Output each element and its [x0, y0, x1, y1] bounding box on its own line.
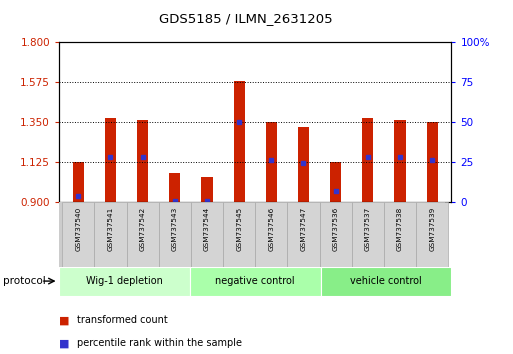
Bar — [266, 122, 277, 202]
Bar — [201, 177, 212, 202]
Bar — [362, 118, 373, 202]
Bar — [426, 122, 438, 202]
Bar — [137, 120, 148, 202]
Text: percentile rank within the sample: percentile rank within the sample — [77, 338, 242, 348]
Bar — [384, 202, 416, 267]
Text: GSM737545: GSM737545 — [236, 206, 242, 251]
Text: Wig-1 depletion: Wig-1 depletion — [86, 276, 163, 286]
Text: ■: ■ — [59, 315, 69, 325]
Text: GDS5185 / ILMN_2631205: GDS5185 / ILMN_2631205 — [160, 12, 333, 25]
Text: vehicle control: vehicle control — [350, 276, 422, 286]
Bar — [105, 118, 116, 202]
Bar — [62, 202, 94, 267]
Bar — [321, 267, 451, 296]
Bar — [59, 267, 190, 296]
Bar — [298, 127, 309, 202]
Text: GSM737541: GSM737541 — [107, 206, 113, 251]
Text: GSM737540: GSM737540 — [75, 206, 81, 251]
Text: transformed count: transformed count — [77, 315, 168, 325]
Text: negative control: negative control — [215, 276, 295, 286]
Bar — [127, 202, 159, 267]
Text: GSM737537: GSM737537 — [365, 206, 371, 251]
Bar — [190, 267, 321, 296]
Bar — [287, 202, 320, 267]
Text: GSM737546: GSM737546 — [268, 206, 274, 251]
Bar — [94, 202, 127, 267]
Bar — [223, 202, 255, 267]
Text: GSM737536: GSM737536 — [332, 206, 339, 251]
Text: GSM737542: GSM737542 — [140, 206, 146, 251]
Text: GSM737539: GSM737539 — [429, 206, 435, 251]
Bar — [320, 202, 352, 267]
Text: GSM737544: GSM737544 — [204, 206, 210, 251]
Text: GSM737538: GSM737538 — [397, 206, 403, 251]
Bar — [169, 173, 181, 202]
Text: GSM737547: GSM737547 — [301, 206, 306, 251]
Bar — [191, 202, 223, 267]
Text: protocol: protocol — [3, 276, 45, 286]
Bar — [73, 162, 84, 202]
Text: GSM737543: GSM737543 — [172, 206, 178, 251]
Bar — [159, 202, 191, 267]
Text: ■: ■ — [59, 338, 69, 348]
Bar — [416, 202, 448, 267]
Bar — [233, 80, 245, 202]
Bar — [394, 120, 406, 202]
Bar — [255, 202, 287, 267]
Bar — [330, 162, 341, 202]
Bar — [352, 202, 384, 267]
